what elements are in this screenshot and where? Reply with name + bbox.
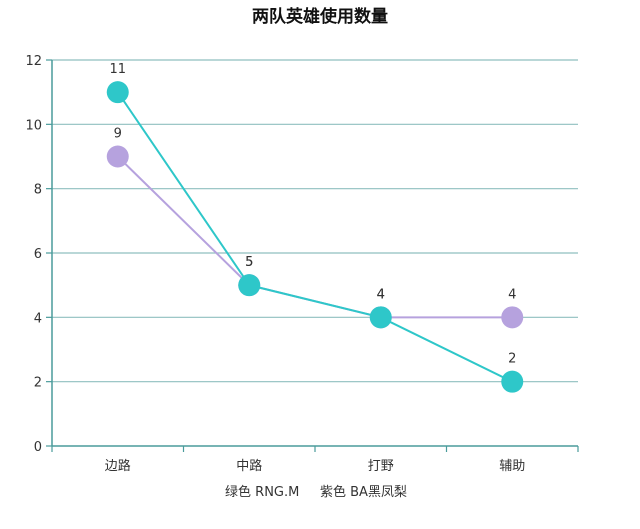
data-label: 4: [508, 287, 516, 302]
legend-caption: 绿色 RNG.M 紫色 BA黑凤梨: [225, 484, 407, 500]
data-point: [369, 306, 392, 329]
y-tick-label: 0: [34, 440, 42, 455]
data-label: 9: [114, 127, 122, 142]
y-tick-label: 2: [34, 376, 42, 391]
series-line: [116, 91, 513, 383]
axes: 0 2 4 6 8 10 12 边路 中路 打野 辅助: [25, 54, 579, 474]
data-label: 4: [377, 287, 385, 302]
data-point: [106, 81, 129, 104]
data-point: [501, 306, 524, 329]
series: 11 5 4 2: [106, 62, 524, 393]
x-tick-label: 辅助: [499, 459, 525, 474]
data-label: 2: [508, 352, 516, 367]
y-tick-label: 6: [34, 247, 42, 262]
y-tick-label: 10: [25, 118, 42, 133]
y-tick-label: 12: [25, 54, 42, 69]
data-point: [501, 370, 524, 393]
chart-title: 两队英雄使用数量: [252, 6, 388, 27]
series: 9 5 4 4: [106, 127, 524, 329]
x-tick-label: 打野: [368, 459, 394, 474]
y-tick-label: 8: [34, 183, 42, 198]
data-point: [238, 274, 261, 297]
data-label: 4: [377, 287, 385, 302]
y-tick-label: 4: [34, 311, 42, 326]
x-tick-label: 边路: [105, 458, 131, 474]
data-label: 5: [245, 255, 253, 270]
data-label: 11: [109, 62, 126, 77]
x-tick-label: 中路: [236, 458, 262, 474]
data-point: [106, 145, 129, 168]
grid-lines: [52, 59, 578, 383]
data-label: 5: [245, 255, 253, 270]
